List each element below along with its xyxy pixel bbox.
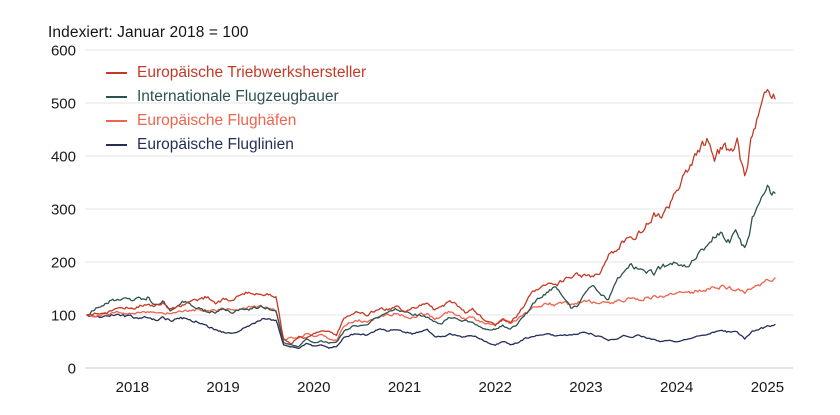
legend-item-fluglinien: Europäische Fluglinien	[106, 133, 366, 157]
y-tick-label: 0	[68, 361, 76, 378]
legend-line-swatch-red	[106, 72, 127, 74]
legend-label: Europäische Flughäfen	[137, 112, 297, 129]
y-tick-label: 500	[51, 96, 76, 113]
legend-item-flugzeugbauer: Internationale Flugzeugbauer	[106, 85, 366, 109]
legend-label: Europäische Triebwerkshersteller	[137, 64, 367, 81]
legend-line-swatch-salmon	[106, 120, 127, 122]
legend-line-swatch-teal	[106, 96, 127, 98]
x-tick-label: 2024	[660, 379, 693, 396]
series-line-flughaefen	[86, 277, 776, 342]
legend-item-triebwerkshersteller: Europäische Triebwerkshersteller	[106, 61, 366, 85]
legend-item-flughaefen: Europäische Flughäfen	[106, 109, 366, 133]
series-line-flugzeugbauer	[86, 184, 776, 348]
y-tick-label: 400	[51, 149, 76, 166]
x-tick-label: 2022	[479, 379, 512, 396]
chart-title: Indexiert: Januar 2018 = 100	[48, 24, 249, 41]
legend-label: Europäische Fluglinien	[137, 136, 294, 153]
x-tick-label: 2020	[297, 379, 330, 396]
x-tick-label: 2025	[751, 379, 784, 396]
x-tick-label: 2018	[116, 379, 149, 396]
series-line-triebwerkshersteller	[86, 88, 776, 345]
y-tick-label: 100	[51, 308, 76, 325]
legend-label: Internationale Flugzeugbauer	[137, 88, 339, 105]
x-tick-label: 2021	[388, 379, 421, 396]
y-tick-label: 200	[51, 255, 76, 272]
legend-line-swatch-navy	[106, 144, 127, 146]
x-tick-label: 2019	[206, 379, 239, 396]
y-tick-label: 300	[51, 202, 76, 219]
y-tick-label: 600	[51, 43, 76, 60]
chart-legend: Europäische Triebwerkshersteller Interna…	[106, 61, 366, 157]
x-tick-label: 2023	[569, 379, 602, 396]
series-line-fluglinien	[86, 313, 776, 350]
